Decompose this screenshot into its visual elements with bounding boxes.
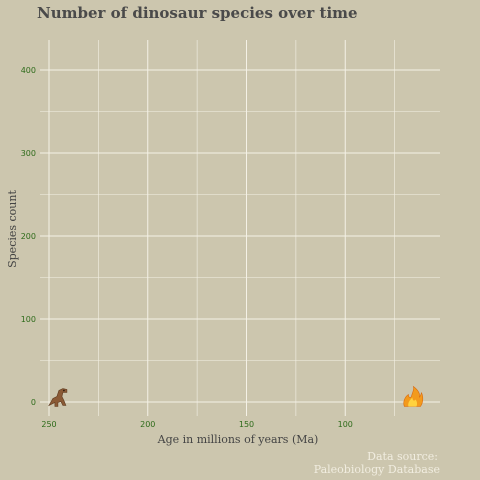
data-source-line-1: Data source: (367, 450, 438, 463)
y-tick-100: 100 (21, 315, 36, 324)
y-tick-400: 400 (21, 66, 36, 75)
x-tick-150: 150 (239, 420, 254, 429)
chart-title: Number of dinosaur species over time (37, 4, 358, 22)
x-tick-250: 250 (41, 420, 56, 429)
t-rex-icon (48, 388, 68, 407)
x-tick-200: 200 (140, 420, 155, 429)
x-tick-labels: 250 200 150 100 (41, 420, 353, 429)
y-tick-labels: 0 100 200 300 400 (21, 66, 36, 407)
x-tick-100: 100 (338, 420, 353, 429)
grid (40, 40, 440, 416)
data-source-line-2: Paleobiology Database (314, 463, 440, 476)
fire-icon (403, 385, 424, 407)
chart-markers (48, 385, 424, 407)
y-tick-0: 0 (31, 398, 36, 407)
x-axis-label: Age in millions of years (Ma) (157, 433, 319, 446)
y-tick-300: 300 (21, 149, 36, 158)
y-axis-label: Species count (6, 190, 19, 268)
y-tick-200: 200 (21, 232, 36, 241)
